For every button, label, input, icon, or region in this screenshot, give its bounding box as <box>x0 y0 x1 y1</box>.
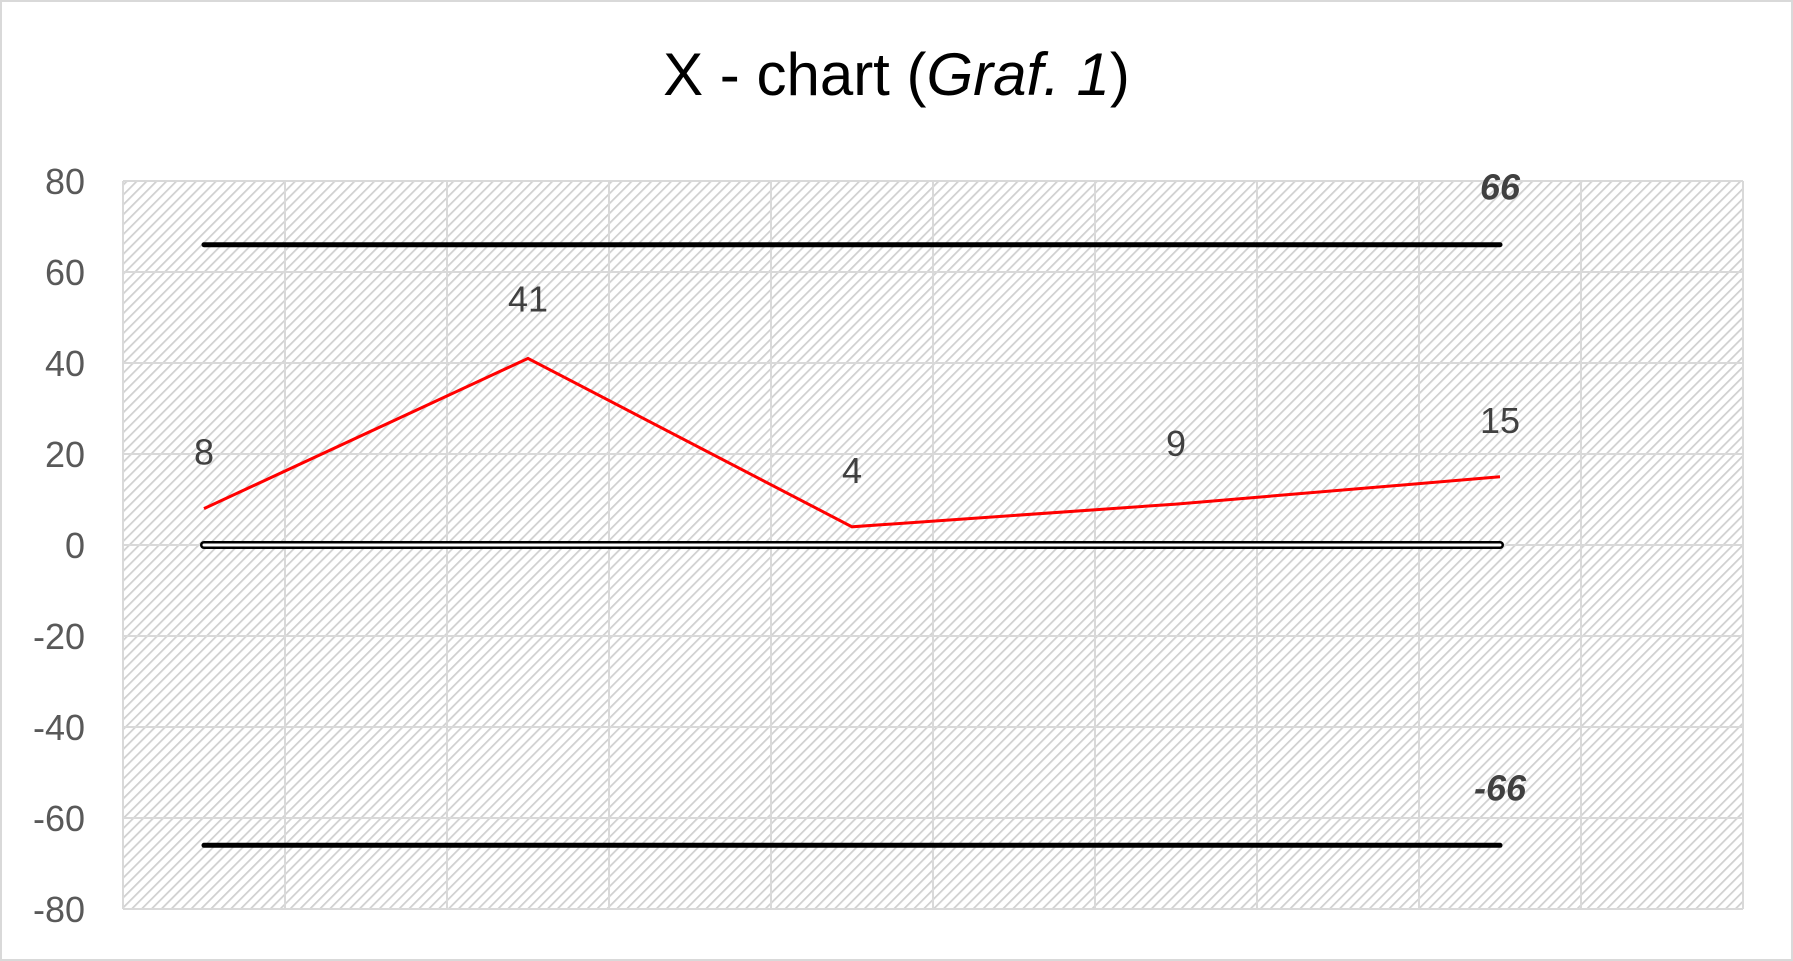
series-layer <box>200 242 1504 848</box>
data-label: 41 <box>508 278 548 319</box>
y-tick-label: 80 <box>45 161 85 202</box>
y-tick-label: -20 <box>33 616 85 657</box>
data-label: 9 <box>1166 423 1186 464</box>
chart-title-prefix: X - chart ( <box>663 41 927 108</box>
chart-title: X - chart (Graf. 1) <box>0 40 1793 109</box>
y-tick-label: 0 <box>65 525 85 566</box>
y-tick-label: 20 <box>45 434 85 475</box>
y-axis-ticks: 80 60 40 20 0 -20 -40 -60 -80 <box>33 161 85 930</box>
data-labels: 8 41 4 9 15 66 -66 <box>194 167 1527 809</box>
chart-title-italic: Graf. 1 <box>926 41 1110 108</box>
data-label: 4 <box>842 450 862 491</box>
y-tick-label: -80 <box>33 889 85 930</box>
data-label: 8 <box>194 432 214 473</box>
y-tick-label: 60 <box>45 252 85 293</box>
y-tick-label: 40 <box>45 343 85 384</box>
y-tick-label: -60 <box>33 798 85 839</box>
lower-limit-label: -66 <box>1474 767 1527 808</box>
measurement-line <box>203 356 1501 529</box>
chart-title-suffix: ) <box>1109 41 1130 108</box>
y-tick-label: -40 <box>33 707 85 748</box>
upper-limit-label: 66 <box>1480 167 1521 208</box>
data-label: 15 <box>1480 400 1520 441</box>
